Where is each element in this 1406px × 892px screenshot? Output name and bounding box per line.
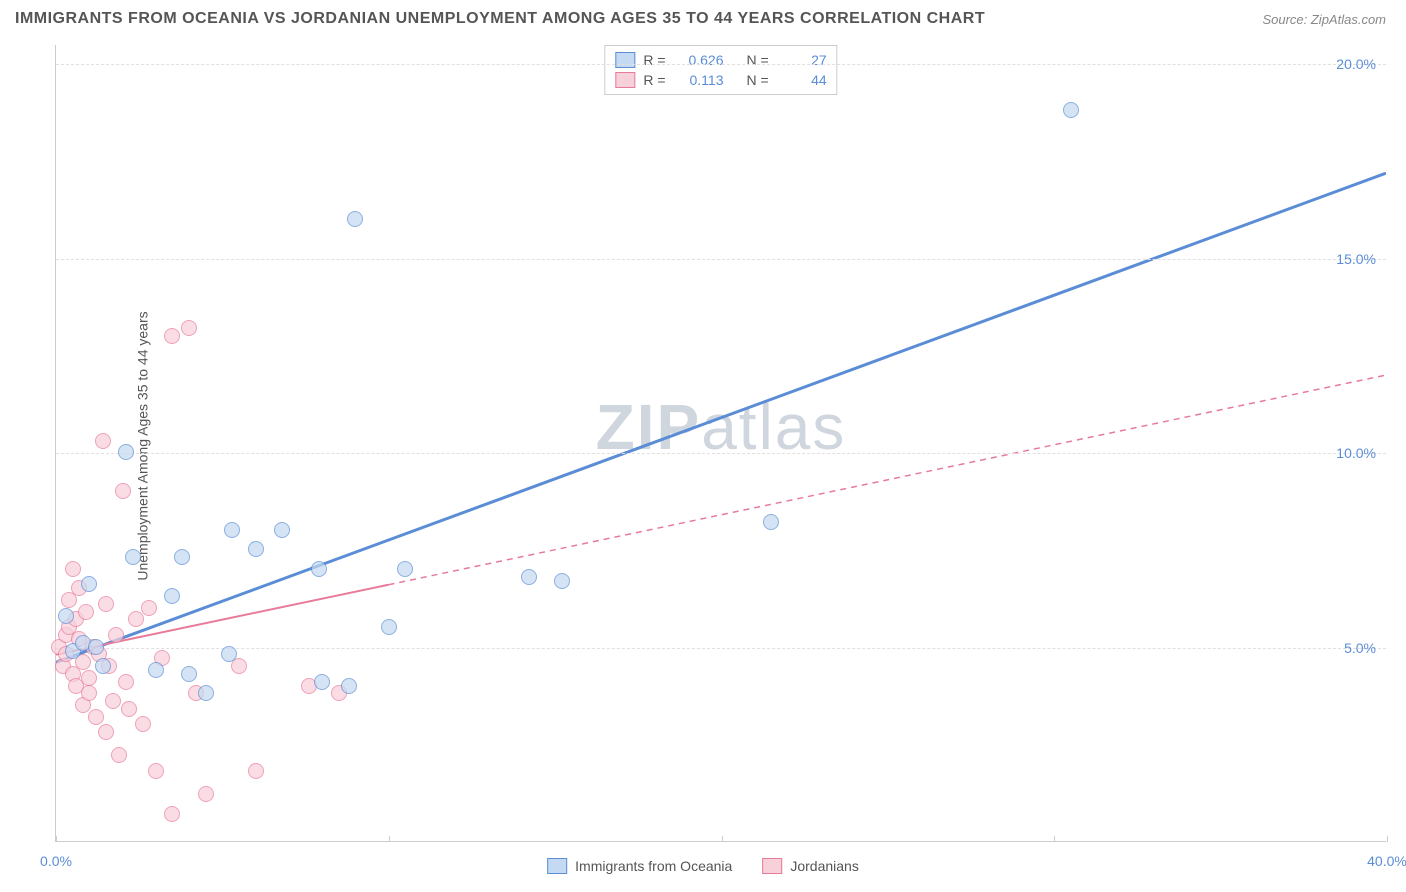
data-point: [58, 608, 74, 624]
x-tick: [1054, 836, 1055, 842]
data-point: [118, 674, 134, 690]
legend-series-item: Immigrants from Oceania: [547, 858, 732, 874]
correlation-legend: R = 0.626 N = 27 R = 0.113 N = 44: [604, 45, 837, 95]
data-point: [763, 514, 779, 530]
data-point: [125, 549, 141, 565]
data-point: [164, 328, 180, 344]
x-tick: [722, 836, 723, 842]
data-point: [554, 573, 570, 589]
legend-swatch: [615, 52, 635, 68]
gridline-h: [56, 648, 1386, 649]
y-tick-label: 15.0%: [1336, 251, 1376, 267]
data-point: [88, 639, 104, 655]
legend-series-label: Jordanians: [790, 858, 859, 874]
data-point: [248, 763, 264, 779]
data-point: [341, 678, 357, 694]
data-point: [121, 701, 137, 717]
data-point: [118, 444, 134, 460]
trend-lines-svg: [56, 45, 1386, 841]
y-tick-label: 10.0%: [1336, 445, 1376, 461]
legend-swatch: [762, 858, 782, 874]
data-point: [148, 662, 164, 678]
gridline-h: [56, 64, 1386, 65]
data-point: [141, 600, 157, 616]
data-point: [181, 320, 197, 336]
data-point: [314, 674, 330, 690]
legend-r-value: 0.113: [674, 72, 724, 88]
data-point: [65, 561, 81, 577]
data-point: [347, 211, 363, 227]
legend-r-label: R =: [643, 72, 665, 88]
data-point: [221, 646, 237, 662]
legend-n-label: N =: [747, 72, 769, 88]
legend-series-item: Jordanians: [762, 858, 859, 874]
data-point: [198, 786, 214, 802]
legend-n-value: 44: [777, 72, 827, 88]
chart-title: IMMIGRANTS FROM OCEANIA VS JORDANIAN UNE…: [15, 10, 985, 28]
data-point: [105, 693, 121, 709]
legend-correlation-row: R = 0.626 N = 27: [615, 50, 826, 70]
data-point: [81, 576, 97, 592]
x-tick: [389, 836, 390, 842]
y-tick-label: 5.0%: [1344, 640, 1376, 656]
x-tick-label: 40.0%: [1367, 853, 1406, 869]
data-point: [81, 670, 97, 686]
legend-swatch: [547, 858, 567, 874]
data-point: [88, 709, 104, 725]
legend-series-label: Immigrants from Oceania: [575, 858, 732, 874]
data-point: [115, 483, 131, 499]
data-point: [98, 596, 114, 612]
correlation-chart: IMMIGRANTS FROM OCEANIA VS JORDANIAN UNE…: [0, 0, 1406, 892]
data-point: [164, 806, 180, 822]
source-attribution: Source: ZipAtlas.com: [1262, 12, 1386, 27]
legend-n-label: N =: [747, 52, 769, 68]
data-point: [111, 747, 127, 763]
data-point: [224, 522, 240, 538]
data-point: [181, 666, 197, 682]
data-point: [108, 627, 124, 643]
data-point: [95, 433, 111, 449]
data-point: [381, 619, 397, 635]
data-point: [95, 658, 111, 674]
legend-r-value: 0.626: [674, 52, 724, 68]
plot-area: ZIPatlas R =0.626N =27R =0.113N =44 5.0%…: [55, 45, 1386, 842]
data-point: [1063, 102, 1079, 118]
gridline-h: [56, 453, 1386, 454]
data-point: [148, 763, 164, 779]
data-point: [98, 724, 114, 740]
legend-r-label: R =: [643, 52, 665, 68]
x-tick-label: 0.0%: [40, 853, 72, 869]
data-point: [135, 716, 151, 732]
x-tick: [56, 836, 57, 842]
data-point: [521, 569, 537, 585]
data-point: [397, 561, 413, 577]
y-tick-label: 20.0%: [1336, 56, 1376, 72]
gridline-h: [56, 259, 1386, 260]
data-point: [128, 611, 144, 627]
series-legend: Immigrants from Oceania Jordanians: [547, 858, 859, 874]
x-tick: [1387, 836, 1388, 842]
data-point: [311, 561, 327, 577]
data-point: [198, 685, 214, 701]
data-point: [81, 685, 97, 701]
data-point: [78, 604, 94, 620]
data-point: [248, 541, 264, 557]
data-point: [164, 588, 180, 604]
legend-n-value: 27: [777, 52, 827, 68]
data-point: [274, 522, 290, 538]
legend-correlation-row: R = 0.113 N = 44: [615, 70, 826, 90]
legend-swatch: [615, 72, 635, 88]
data-point: [174, 549, 190, 565]
